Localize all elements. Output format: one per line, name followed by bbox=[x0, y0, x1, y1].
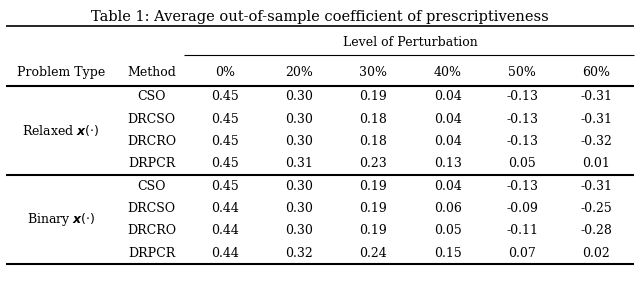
Text: DRCRO: DRCRO bbox=[127, 135, 176, 148]
Text: 0.04: 0.04 bbox=[434, 90, 461, 103]
Text: -0.28: -0.28 bbox=[580, 224, 612, 237]
Text: 0.04: 0.04 bbox=[434, 113, 461, 126]
Text: -0.31: -0.31 bbox=[580, 113, 612, 126]
Text: -0.13: -0.13 bbox=[506, 135, 538, 148]
Text: 0.05: 0.05 bbox=[508, 157, 536, 170]
Text: -0.13: -0.13 bbox=[506, 180, 538, 193]
Text: 0.02: 0.02 bbox=[582, 246, 611, 260]
Text: 20%: 20% bbox=[285, 66, 313, 79]
Text: 0.23: 0.23 bbox=[360, 157, 387, 170]
Text: 0.19: 0.19 bbox=[360, 224, 387, 237]
Text: -0.25: -0.25 bbox=[580, 202, 612, 215]
Text: 0.44: 0.44 bbox=[211, 224, 239, 237]
Text: Relaxed $\boldsymbol{x}(\cdot)$: Relaxed $\boldsymbol{x}(\cdot)$ bbox=[22, 123, 99, 138]
Text: 0.15: 0.15 bbox=[434, 246, 461, 260]
Text: 0.06: 0.06 bbox=[434, 202, 461, 215]
Text: -0.13: -0.13 bbox=[506, 113, 538, 126]
Text: Table 1: Average out-of-sample coefficient of prescriptiveness: Table 1: Average out-of-sample coefficie… bbox=[91, 10, 549, 24]
Text: Binary $\boldsymbol{x}(\cdot)$: Binary $\boldsymbol{x}(\cdot)$ bbox=[27, 211, 95, 228]
Text: 0.13: 0.13 bbox=[434, 157, 461, 170]
Text: CSO: CSO bbox=[138, 90, 166, 103]
Text: CSO: CSO bbox=[138, 180, 166, 193]
Text: 0.19: 0.19 bbox=[360, 202, 387, 215]
Text: 0%: 0% bbox=[214, 66, 235, 79]
Text: Problem Type: Problem Type bbox=[17, 66, 105, 79]
Text: DRCSO: DRCSO bbox=[127, 113, 176, 126]
Text: 0.01: 0.01 bbox=[582, 157, 611, 170]
Text: 60%: 60% bbox=[582, 66, 611, 79]
Text: DRCRO: DRCRO bbox=[127, 224, 176, 237]
Text: DRPCR: DRPCR bbox=[128, 157, 175, 170]
Text: 0.30: 0.30 bbox=[285, 224, 313, 237]
Text: 0.31: 0.31 bbox=[285, 157, 313, 170]
Text: 0.44: 0.44 bbox=[211, 202, 239, 215]
Text: 0.45: 0.45 bbox=[211, 157, 239, 170]
Text: -0.31: -0.31 bbox=[580, 90, 612, 103]
Text: 0.45: 0.45 bbox=[211, 180, 239, 193]
Text: DRCSO: DRCSO bbox=[127, 202, 176, 215]
Text: 0.30: 0.30 bbox=[285, 113, 313, 126]
Text: 0.30: 0.30 bbox=[285, 135, 313, 148]
Text: 0.32: 0.32 bbox=[285, 246, 313, 260]
Text: 0.24: 0.24 bbox=[360, 246, 387, 260]
Text: 0.45: 0.45 bbox=[211, 90, 239, 103]
Text: DRPCR: DRPCR bbox=[128, 246, 175, 260]
Text: 0.30: 0.30 bbox=[285, 202, 313, 215]
Text: -0.31: -0.31 bbox=[580, 180, 612, 193]
Text: 0.45: 0.45 bbox=[211, 135, 239, 148]
Text: 40%: 40% bbox=[434, 66, 461, 79]
Text: 0.19: 0.19 bbox=[360, 180, 387, 193]
Text: -0.13: -0.13 bbox=[506, 90, 538, 103]
Text: 0.30: 0.30 bbox=[285, 180, 313, 193]
Text: Level of Perturbation: Level of Perturbation bbox=[343, 36, 478, 48]
Text: 0.44: 0.44 bbox=[211, 246, 239, 260]
Text: 0.07: 0.07 bbox=[508, 246, 536, 260]
Text: 30%: 30% bbox=[360, 66, 387, 79]
Text: 0.30: 0.30 bbox=[285, 90, 313, 103]
Text: 0.18: 0.18 bbox=[360, 113, 387, 126]
Text: -0.09: -0.09 bbox=[506, 202, 538, 215]
Text: Method: Method bbox=[127, 66, 176, 79]
Text: 0.18: 0.18 bbox=[360, 135, 387, 148]
Text: 0.05: 0.05 bbox=[434, 224, 461, 237]
Text: -0.32: -0.32 bbox=[580, 135, 612, 148]
Text: 0.04: 0.04 bbox=[434, 180, 461, 193]
Text: 0.04: 0.04 bbox=[434, 135, 461, 148]
Text: 50%: 50% bbox=[508, 66, 536, 79]
Text: -0.11: -0.11 bbox=[506, 224, 538, 237]
Text: 0.45: 0.45 bbox=[211, 113, 239, 126]
Text: 0.19: 0.19 bbox=[360, 90, 387, 103]
